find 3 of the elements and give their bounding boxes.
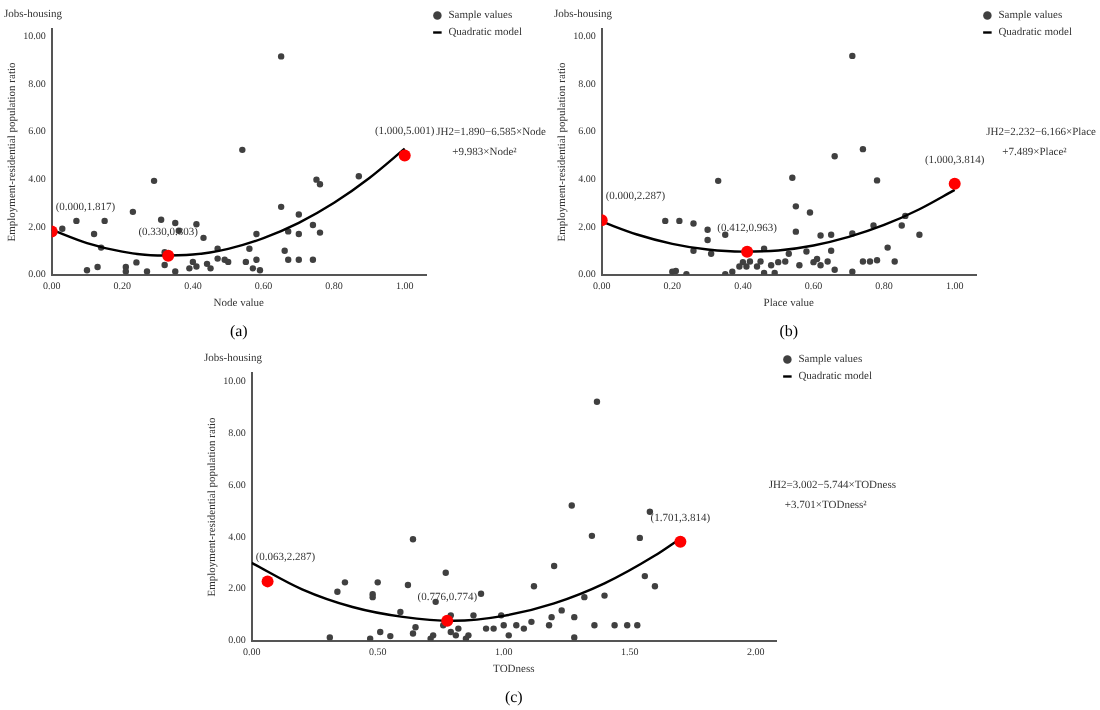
text: (b) [779,322,799,341]
text: (a) [229,322,249,341]
text: (c) [504,688,524,707]
